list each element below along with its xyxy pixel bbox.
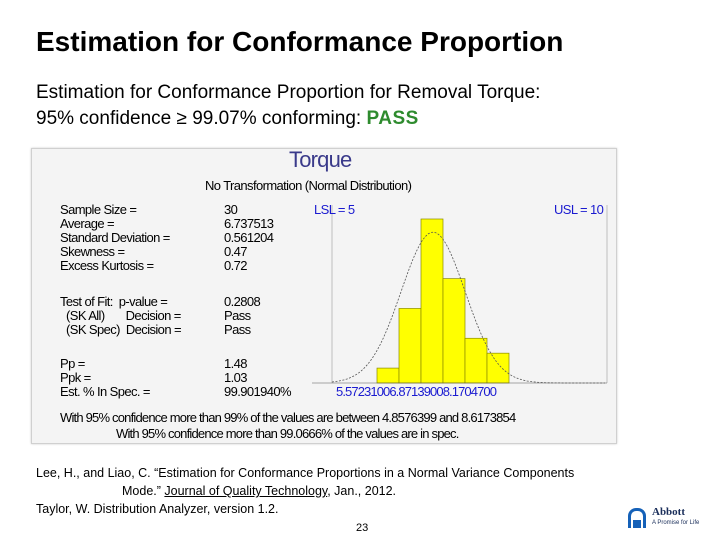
figure-background xyxy=(32,149,616,443)
fit-value: Pass xyxy=(224,322,251,337)
stat-value: 0.47 xyxy=(224,244,248,259)
slide-subtitle: Estimation for Conformance Proportion fo… xyxy=(36,80,540,132)
stat-label: Skewness = xyxy=(60,244,125,259)
fit-value: 0.2808 xyxy=(224,294,261,309)
figure-title: Torque xyxy=(289,148,352,172)
logo-name: Abbott xyxy=(652,506,686,518)
reference-2: Taylor, W. Distribution Analyzer, versio… xyxy=(36,502,279,516)
reference-1: Lee, H., and Liao, C. “Estimation for Co… xyxy=(36,466,575,480)
histogram-bar xyxy=(442,278,466,384)
confidence-note-1: With 95% confidence more than 99% of the… xyxy=(60,410,516,425)
abbott-logo-icon-base xyxy=(633,520,641,528)
figure-subtitle: No Transformation (Normal Distribution) xyxy=(205,178,412,193)
histogram-bar xyxy=(486,352,510,384)
fit-label: (SK All) Decision = xyxy=(60,308,181,323)
reference-1-cont: Mode.” Journal of Quality Technology, Ja… xyxy=(36,482,574,500)
stat-label: Excess Kurtosis = xyxy=(60,258,154,273)
fit-label: (SK Spec) Decision = xyxy=(60,322,182,337)
page-number: 23 xyxy=(356,522,369,534)
axis-values: 5.57231006.87139008.1704700 xyxy=(336,384,497,399)
usl-label: USL = 10 xyxy=(554,202,604,217)
subtitle-line1: Estimation for Conformance Proportion fo… xyxy=(36,82,541,103)
ref-date: , Jan., 2012. xyxy=(327,484,397,498)
stat-label: Sample Size = xyxy=(60,202,137,217)
histogram-bar xyxy=(376,367,400,384)
slide-title: Estimation for Conformance Proportion xyxy=(36,26,564,57)
stat-label: Average = xyxy=(60,216,115,231)
cap-label: Est. % In Spec. = xyxy=(60,384,150,399)
subtitle-line2-text: 95% confidence ≥ 99.07% conforming: xyxy=(36,108,362,129)
stat-value: 30 xyxy=(224,202,238,217)
stat-value: 0.561204 xyxy=(224,230,274,245)
ref-journal: Journal of Quality Technology xyxy=(164,484,328,498)
stat-value: 0.72 xyxy=(224,258,248,273)
cap-label: Ppk = xyxy=(60,370,91,385)
histogram-bar xyxy=(420,218,444,384)
cap-label: Pp = xyxy=(60,356,85,371)
fit-value: Pass xyxy=(224,308,251,323)
lsl-label: LSL = 5 xyxy=(314,202,355,217)
abbott-logo-icon xyxy=(628,508,646,528)
confidence-note-2: With 95% confidence more than 99.0666% o… xyxy=(116,426,459,441)
stat-label: Standard Deviation = xyxy=(60,230,170,245)
fit-label: Test of Fit: p-value = xyxy=(60,294,168,309)
logo-tagline: A Promise for Life xyxy=(652,520,700,526)
ref-mode: Mode.” xyxy=(122,484,161,498)
subtitle-line2: 95% confidence ≥ 99.07% conforming: PASS xyxy=(36,106,540,132)
cap-value: 99.901940% xyxy=(224,384,292,399)
normal-curve xyxy=(331,231,605,384)
stat-value: 6.737513 xyxy=(224,216,274,231)
pass-label: PASS xyxy=(366,108,419,129)
histogram-bar xyxy=(464,337,488,384)
histogram-chart xyxy=(312,205,608,384)
histogram-bar xyxy=(398,308,422,384)
cap-value: 1.48 xyxy=(224,356,248,371)
abbott-logo: Abbott A Promise for Life xyxy=(628,506,708,532)
distribution-figure: Torque No Transformation (Normal Distrib… xyxy=(31,148,617,444)
references: Lee, H., and Liao, C. “Estimation for Co… xyxy=(36,464,574,518)
cap-value: 1.03 xyxy=(224,370,248,385)
